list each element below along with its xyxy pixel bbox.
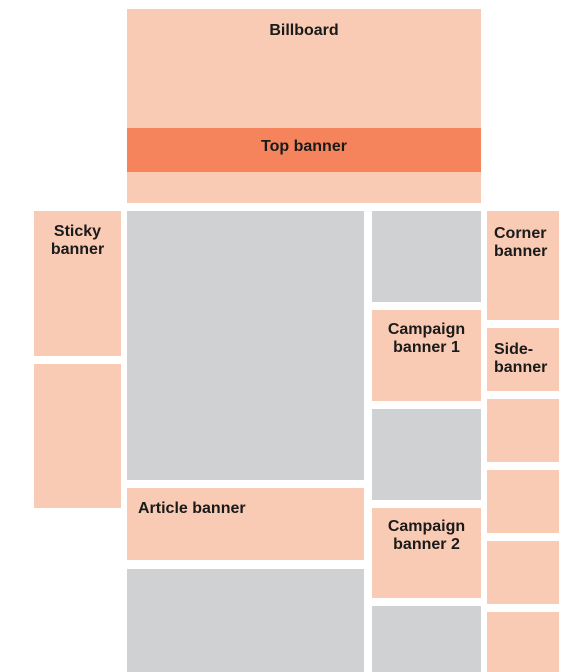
top-banner-margin-strip: [127, 172, 481, 203]
campaign-column-content-2: [372, 409, 481, 500]
billboard-area: Billboard: [127, 9, 481, 128]
campaign-banner-2-label: Campaign banner 2: [387, 518, 466, 553]
campaign-banner-1-area: Campaign banner 1: [372, 310, 481, 401]
sticky-banner-area: Sticky banner: [34, 211, 121, 356]
billboard-label: Billboard: [269, 22, 339, 39]
side-banner-block-2: [487, 399, 559, 462]
sticky-banner-lower-area: [34, 364, 121, 508]
campaign-column-content-3: [372, 606, 481, 672]
side-banner-block-3: [487, 470, 559, 533]
main-content-lower-area: [127, 569, 364, 672]
campaign-banner-2-area: Campaign banner 2: [372, 508, 481, 598]
corner-banner-label: Corner banner: [494, 225, 548, 260]
corner-banner-area: Corner banner: [487, 211, 559, 320]
article-banner-area: Article banner: [127, 488, 364, 560]
top-banner-label: Top banner: [261, 138, 347, 155]
sticky-banner-label: Sticky banner: [50, 223, 105, 258]
side-banner-area: Side- banner: [487, 328, 559, 391]
side-banner-block-5: [487, 612, 559, 672]
side-banner-block-4: [487, 541, 559, 604]
main-content-area: [127, 211, 364, 480]
top-banner-area: Top banner: [127, 128, 481, 172]
campaign-column-content-1: [372, 211, 481, 302]
side-banner-label: Side- banner: [494, 341, 548, 376]
article-banner-label: Article banner: [138, 500, 246, 517]
campaign-banner-1-label: Campaign banner 1: [387, 321, 466, 356]
